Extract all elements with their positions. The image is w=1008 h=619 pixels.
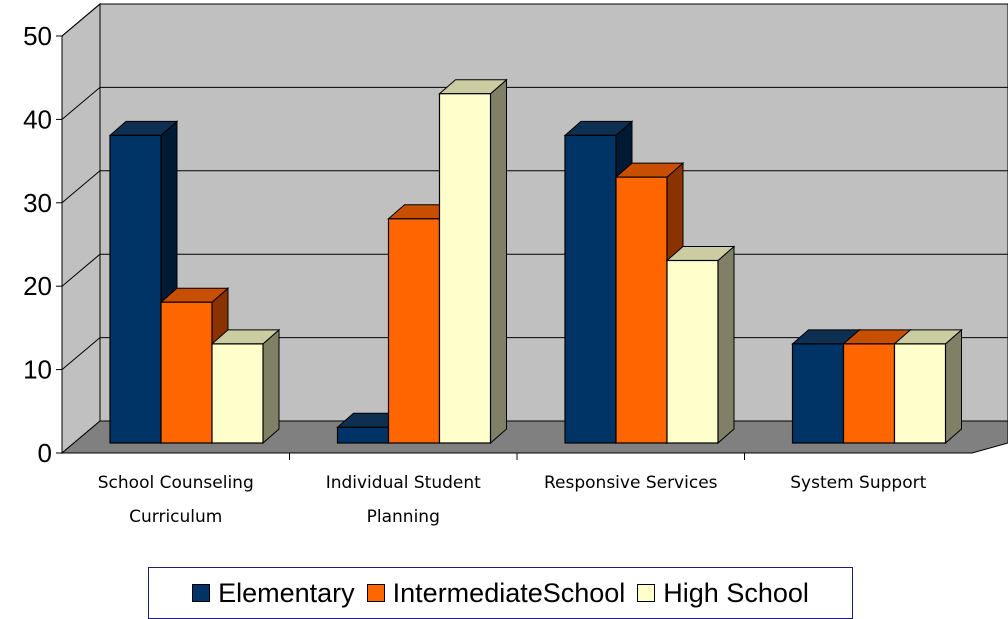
legend: Elementary IntermediateSchool High Schoo… (148, 567, 853, 619)
y-tick-label: 20 (23, 271, 52, 301)
high-school-bar-1 (438, 93, 492, 444)
y-tick-label: 30 (23, 188, 52, 218)
legend-label-elementary: Elementary (218, 577, 355, 608)
x-tick-label: Responsive Services (544, 473, 718, 493)
high-school-bar-3-side (945, 328, 962, 445)
elementary-bar-1 (336, 426, 390, 444)
legend-item-elementary: Elementary (192, 578, 355, 609)
elementary-bar-3 (791, 343, 845, 444)
legend-swatch-high-school (637, 584, 656, 602)
intermediateschool-bar-3 (842, 343, 896, 444)
high-school-bar-1-side (490, 78, 507, 445)
side-wall (61, 2, 101, 455)
y-tick-label: 10 (23, 355, 52, 385)
high-school-bar-0 (211, 343, 264, 444)
elementary-bar-0 (109, 134, 162, 444)
x-tick-label: School Counseling (98, 473, 254, 493)
high-school-bar-0-side (262, 328, 280, 445)
y-tick-label: 50 (23, 21, 52, 51)
legend-item-intermediate-school: IntermediateSchool (366, 577, 626, 609)
gridline-side (61, 87, 101, 120)
y-tick-label: 0 (38, 438, 52, 468)
gridline-side (61, 337, 101, 370)
high-school-bar-2-side (717, 245, 735, 445)
gridline-side (61, 253, 101, 287)
high-school-bar-3 (893, 343, 947, 444)
x-tick-label: Individual Student (326, 473, 481, 493)
intermediateschool-bar-0 (160, 301, 213, 444)
x-tick-label: System Support (790, 473, 926, 493)
high-school-bar-2 (666, 259, 719, 444)
x-tick-label: Planning (367, 507, 440, 527)
elementary-bar-2 (564, 134, 617, 444)
gridline-side (61, 170, 101, 204)
y-tick-label: 40 (23, 104, 52, 134)
legend-item-high-school: High School (637, 578, 809, 609)
legend-label-high-school: High School (663, 577, 809, 608)
legend-swatch-intermediate-school (366, 584, 385, 602)
intermediateschool-bar-1 (387, 218, 441, 444)
x-tick-label: Curriculum (129, 507, 222, 527)
intermediateschool-bar-2 (615, 176, 668, 444)
legend-label-intermediate-school: IntermediateSchool (392, 577, 626, 608)
legend-swatch-elementary (192, 584, 211, 602)
gridline-side (61, 3, 101, 37)
